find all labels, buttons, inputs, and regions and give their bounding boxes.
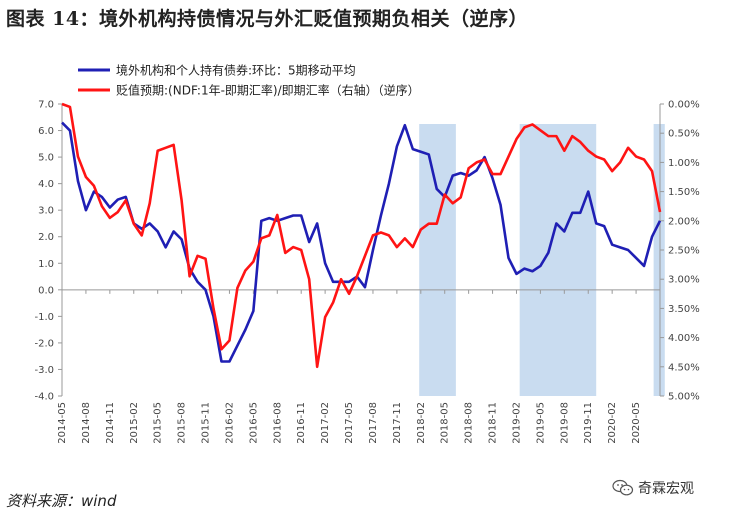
x-tick-label: 2018-08	[464, 402, 475, 444]
left-tick-label: 2.0	[38, 232, 54, 243]
series-line-1	[61, 121, 662, 363]
x-tick-label: 2014-05	[57, 402, 68, 444]
right-tick-label: 4.50%	[668, 362, 700, 373]
x-tick-label: 2019-05	[535, 402, 546, 444]
x-tick-label: 2015-02	[129, 402, 140, 444]
legend: 境外机构和个人持有债券:环比：5期移动平均贬值预期:(NDF:1年-即期汇率)/…	[78, 63, 420, 98]
right-tick-label: 2.50%	[668, 246, 700, 257]
axes: 7.0 6.0 5.0 4.0 3.0 2.0 1.0 0.0 -1.0 -2.0 -3.0 -4.0…	[34, 100, 699, 444]
shaded-regions	[419, 124, 665, 396]
x-tick-label: 2016-11	[296, 402, 307, 444]
x-tick-label: 2018-02	[416, 402, 427, 444]
right-tick-label: 1.50%	[668, 187, 700, 198]
shaded-region-3	[653, 124, 665, 396]
x-tick-label: 2014-11	[105, 402, 116, 444]
x-tick-label: 2019-08	[559, 402, 570, 444]
shaded-region-2	[519, 124, 597, 396]
right-tick-label: 5.00%	[668, 392, 700, 403]
left-tick-label: 1.0	[38, 259, 54, 270]
right-tick-label: 1.00%	[668, 158, 700, 169]
right-tick-label: 4.00%	[668, 333, 700, 344]
shaded-region-1	[419, 124, 456, 396]
series-line-2	[61, 102, 662, 369]
wechat-icon	[612, 479, 634, 496]
x-tick-label: 2016-05	[248, 402, 259, 444]
source-note: 资料来源：wind	[6, 492, 117, 510]
right-tick-label: 2.00%	[668, 216, 700, 227]
left-tick-label: 4.0	[38, 179, 54, 190]
right-tick-label: 0.50%	[668, 129, 700, 140]
x-tick-label: 2015-08	[177, 402, 188, 444]
x-tick-label: 2014-08	[81, 402, 92, 444]
chart-title: 图表 14：境外机构持债情况与外汇贬值预期负相关（逆序）	[6, 8, 529, 30]
x-tick-label: 2019-11	[583, 402, 594, 444]
legend-label-2: 贬值预期:(NDF:1年-即期汇率)/即期汇率（右轴）（逆序）	[116, 83, 420, 98]
x-tick-label: 2020-05	[631, 402, 642, 444]
left-tick-label: 5.0	[38, 153, 54, 164]
x-tick-label: 2017-11	[392, 402, 403, 444]
x-tick-label: 2019-02	[511, 402, 522, 444]
left-tick-label: -4.0	[34, 392, 54, 403]
left-tick-label: -2.0	[34, 338, 54, 349]
x-tick-label: 2017-08	[368, 402, 379, 444]
right-tick-label: 0.00%	[668, 100, 700, 111]
watermark-text: 奇霖宏观	[638, 481, 694, 497]
left-tick-label: -3.0	[34, 365, 54, 376]
x-tick-label: 2018-05	[440, 402, 451, 444]
left-tick-label: -1.0	[34, 312, 54, 323]
left-tick-label: 3.0	[38, 206, 54, 217]
x-tick-label: 2020-02	[607, 402, 618, 444]
x-tick-label: 2015-05	[153, 402, 164, 444]
x-tick-label: 2016-02	[224, 402, 235, 444]
left-tick-label: 0.0	[38, 285, 54, 296]
legend-label-1: 境外机构和个人持有债券:环比：5期移动平均	[116, 63, 356, 78]
x-tick-label: 2017-05	[344, 402, 355, 444]
x-tick-label: 2018-11	[488, 402, 499, 444]
series-lines	[61, 102, 662, 369]
x-tick-label: 2016-08	[272, 402, 283, 444]
left-tick-label: 6.0	[38, 126, 54, 137]
left-tick-label: 7.0	[38, 100, 54, 111]
x-tick-label: 2017-02	[320, 402, 331, 444]
watermark: 奇霖宏观	[612, 478, 694, 498]
right-tick-label: 3.00%	[668, 275, 700, 286]
x-tick-label: 2015-11	[201, 402, 212, 444]
right-tick-label: 3.50%	[668, 304, 700, 315]
